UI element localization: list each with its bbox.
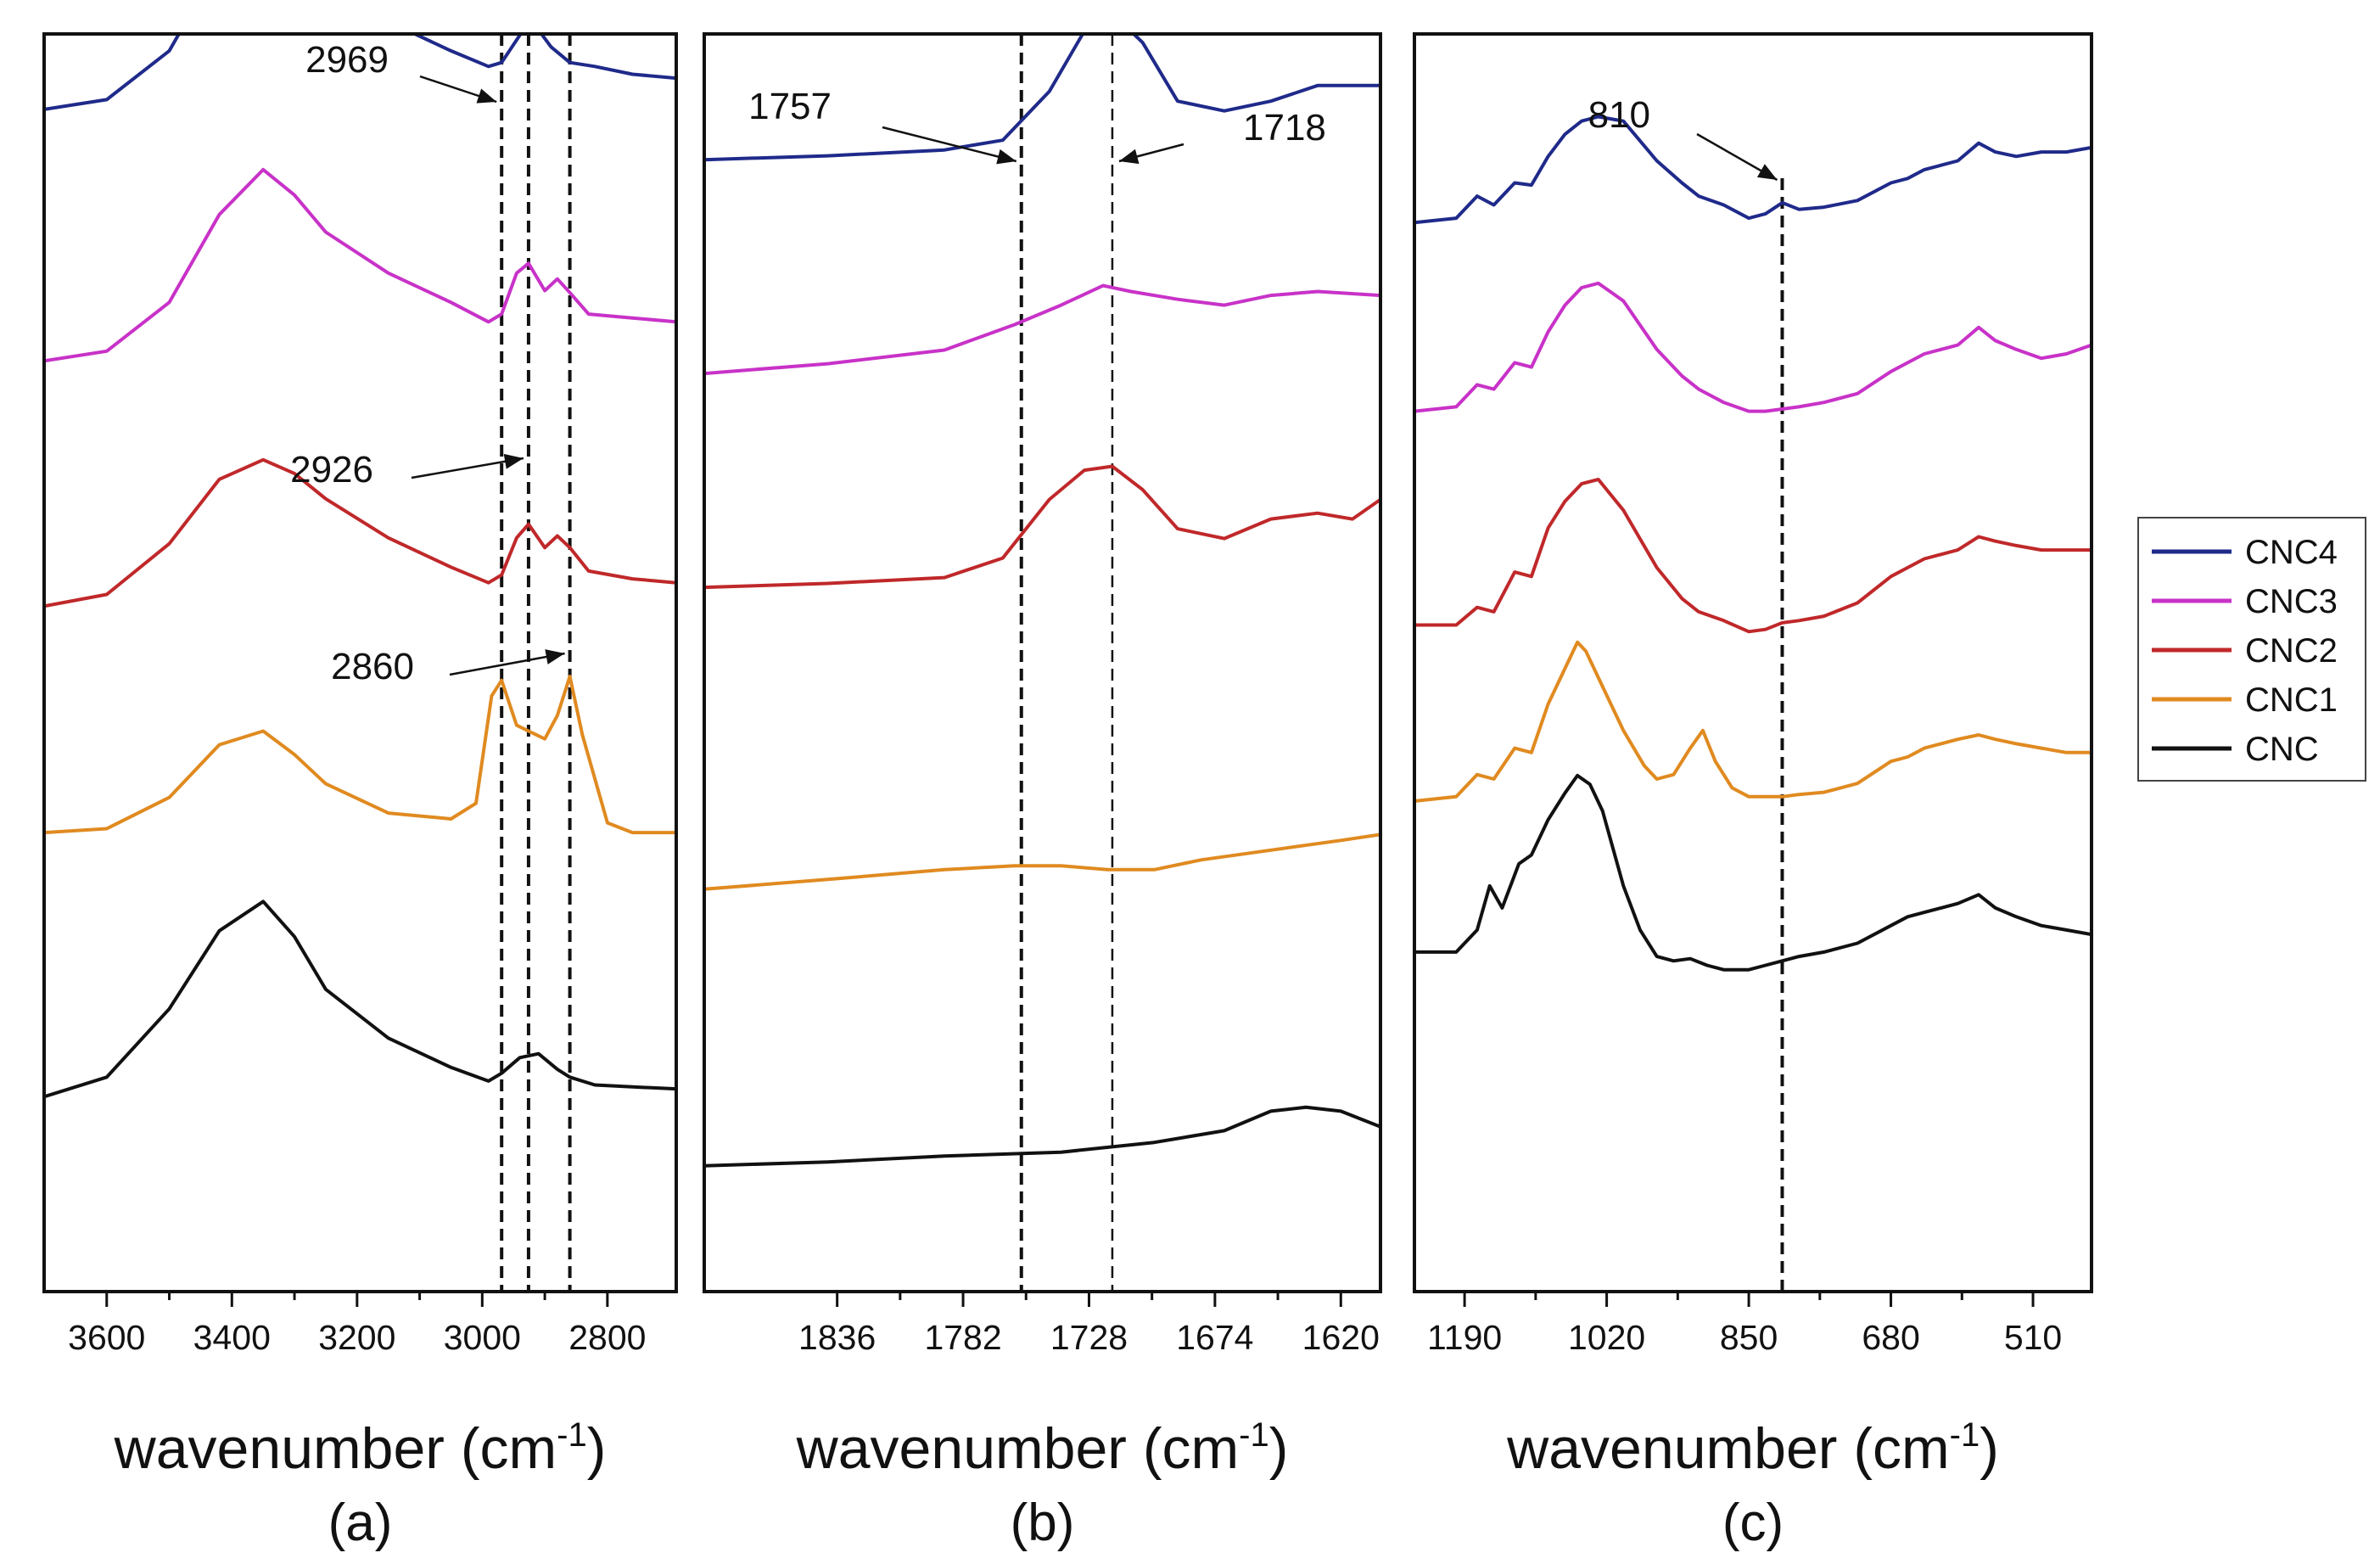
- x-tick-label: 3600: [68, 1318, 145, 1357]
- panel-3: 1190 1020 850 680 510 wavenumber (cm-1) (c) 810: [1413, 32, 2093, 1552]
- series-group: [44, 34, 676, 1099]
- x-tick-label: 680: [1862, 1318, 1919, 1357]
- plot-frame: [703, 32, 1382, 1293]
- peak-annotation-2860: 2860: [331, 646, 414, 687]
- legend-label-cnc2: CNC2: [2245, 632, 2338, 670]
- peak-annotation-1718: 1718: [1243, 107, 1326, 149]
- arrowhead: [476, 88, 497, 104]
- x-tick-label: 850: [1720, 1318, 1778, 1357]
- series-line-cnc4: [1414, 115, 2092, 225]
- series-line-cnc3: [704, 283, 1380, 376]
- series-line-cnc4: [44, 34, 676, 111]
- panel-label: (b): [1011, 1494, 1075, 1552]
- x-tick-label: 2800: [568, 1318, 646, 1357]
- x-tick-label: 1620: [1302, 1318, 1380, 1357]
- series-line-cnc: [704, 1105, 1380, 1168]
- peak-annotation-2969: 2969: [305, 39, 389, 81]
- series-group: [1414, 115, 2092, 972]
- series-line-cnc2: [704, 464, 1380, 590]
- x-tick-label: 1020: [1568, 1318, 1645, 1357]
- peak-annotation-810: 810: [1588, 94, 1650, 136]
- x-tick-label: 3400: [193, 1318, 271, 1357]
- series-line-cnc1: [44, 675, 676, 835]
- x-tick-label: 510: [2004, 1318, 2062, 1357]
- x-tick-label: 1836: [798, 1318, 876, 1357]
- series-line-cnc1: [704, 832, 1380, 891]
- panel-1: 3600 3400 3200 3000 2800 wavenumber (cm-1) (a)…: [42, 32, 678, 1552]
- x-axis-title: wavenumber (cm-1): [114, 1416, 607, 1481]
- plot-frame: [42, 32, 678, 1293]
- x-tick-label: 1728: [1050, 1318, 1128, 1357]
- legend: CNC4 CNC3 CNC2 CNC1 CNC: [2137, 517, 2366, 782]
- panel-label: (a): [328, 1494, 393, 1552]
- legend-label-cnc3: CNC3: [2245, 583, 2338, 620]
- series-line-cnc: [44, 900, 676, 1099]
- legend-label-cnc1: CNC1: [2245, 681, 2338, 719]
- peak-annotation-2926: 2926: [290, 449, 373, 491]
- x-tick-label: 3000: [444, 1318, 521, 1357]
- x-tick-label: 3200: [318, 1318, 395, 1357]
- series-group: [704, 34, 1380, 1168]
- legend-label-cnc4: CNC4: [2245, 534, 2338, 571]
- plot-frame: [1413, 32, 2093, 1293]
- arrowhead: [545, 649, 565, 664]
- legend-label-cnc: CNC: [2245, 731, 2319, 768]
- x-axis-title: wavenumber (cm-1): [1506, 1416, 1999, 1481]
- x-tick-label: 1674: [1176, 1318, 1253, 1357]
- series-line-cnc3: [44, 167, 676, 363]
- series-line-cnc1: [1414, 640, 2092, 803]
- x-axis-title: wavenumber (cm-1): [796, 1416, 1289, 1481]
- series-line-cnc2: [44, 457, 676, 608]
- arrowhead: [1118, 149, 1140, 165]
- annotation-arrow: [882, 126, 1017, 163]
- series-line-cnc4: [704, 34, 1380, 162]
- arrowhead: [1756, 164, 1778, 180]
- arrowhead: [996, 149, 1016, 165]
- panel-label: (c): [1722, 1494, 1784, 1552]
- series-line-cnc3: [1414, 281, 2092, 413]
- panel-2: 1836 1782 1728 1674 1620 wavenumber (cm-1) (b)…: [703, 32, 1382, 1552]
- x-tick-label: 1782: [924, 1318, 1001, 1357]
- series-line-cnc: [1414, 773, 2092, 972]
- x-tick-label: 1190: [1427, 1318, 1502, 1357]
- annotation-arrow: [449, 652, 565, 676]
- peak-annotation-1757: 1757: [748, 86, 832, 127]
- series-line-cnc2: [1414, 477, 2092, 634]
- arrowhead: [503, 453, 524, 469]
- annotation-arrow: [411, 457, 524, 479]
- panels-layer: 3600 3400 3200 3000 2800 wavenumber (cm-1) (a)…: [42, 32, 2093, 1552]
